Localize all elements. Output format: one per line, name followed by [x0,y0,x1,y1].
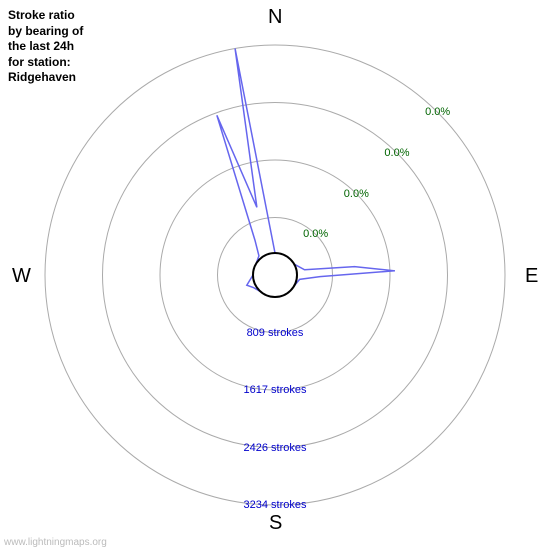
cardinal-e: E [525,265,538,288]
stroke-label-3: 2426 strokes [244,442,307,454]
footer-attribution: www.lightningmaps.org [4,537,107,548]
stroke-label-2: 1617 strokes [244,384,307,396]
cardinal-n: N [268,6,282,29]
stroke-label-4: 3234 strokes [244,499,307,511]
percent-label-4: 0.0% [425,106,450,118]
cardinal-s: S [269,512,282,535]
percent-label-1: 0.0% [303,228,328,240]
percent-label-2: 0.0% [344,188,369,200]
cardinal-w: W [12,265,31,288]
stroke-label-1: 809 strokes [247,327,304,339]
chart-svg [0,0,550,550]
percent-label-3: 0.0% [384,147,409,159]
polar-chart [0,0,550,550]
